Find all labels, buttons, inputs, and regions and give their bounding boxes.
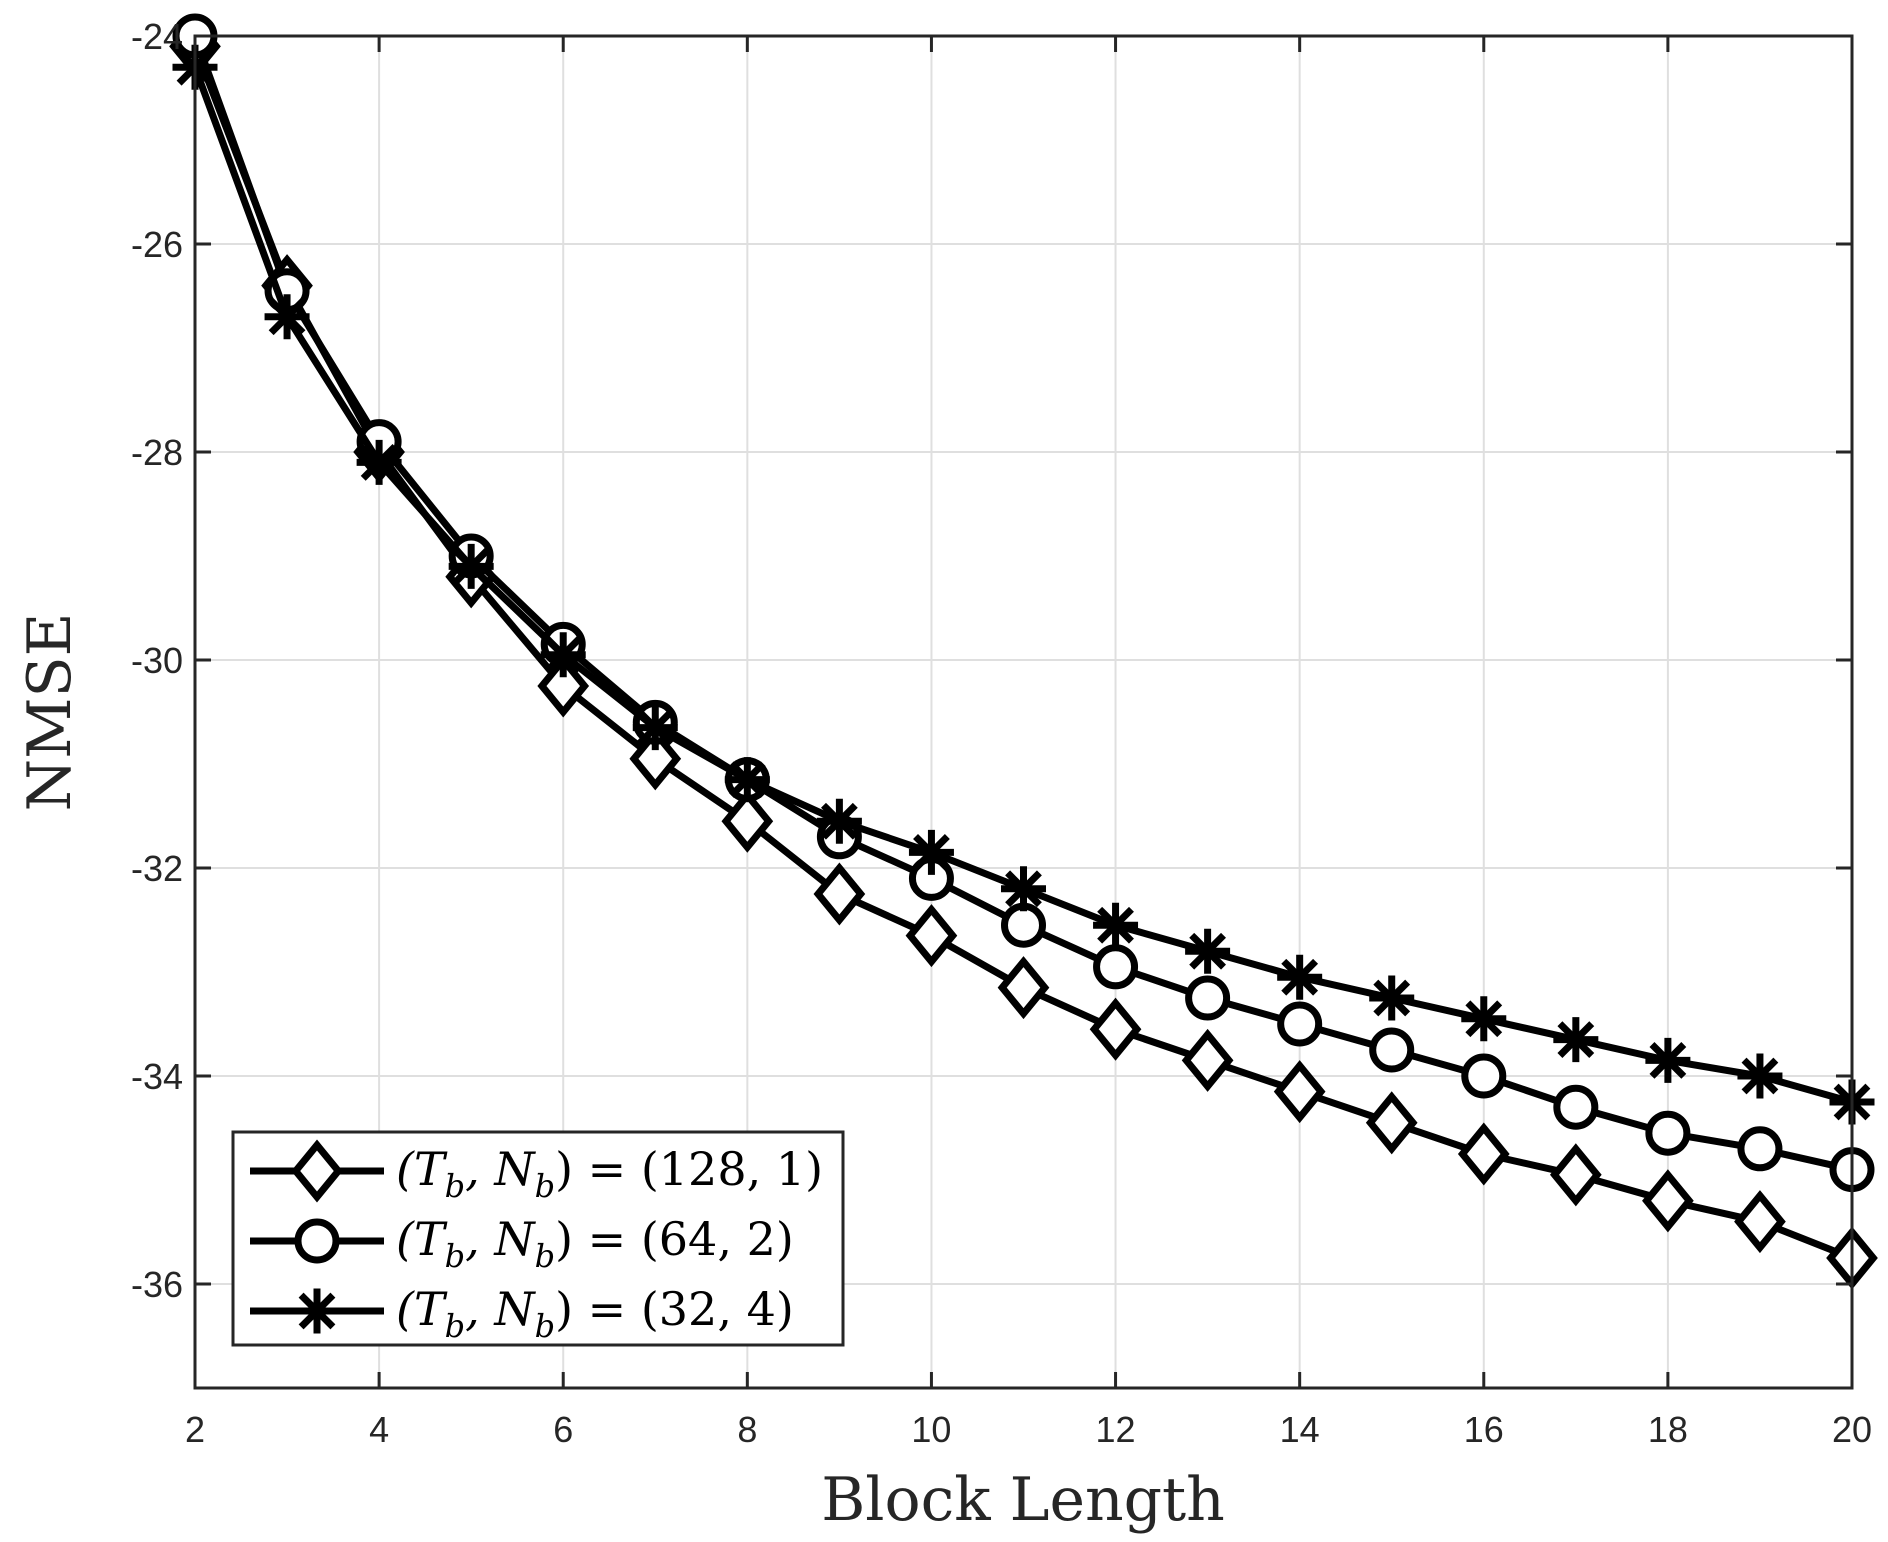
data-point-asterisk [724,757,770,803]
data-point-asterisk [816,798,862,844]
data-point-asterisk [448,543,494,589]
legend-entry-3: (Tb, Nb) = (32, 4) [396,1282,794,1345]
x-tick-label: 10 [911,1409,951,1450]
plot-frame [193,34,1854,1390]
data-point-circle [1553,1084,1599,1130]
data-point-circle [1277,1001,1323,1047]
y-tick-label: -24 [131,16,183,57]
legend-sample-3 [250,1288,384,1334]
data-point-asterisk [1553,1017,1599,1063]
x-tick-label: 14 [1280,1409,1320,1450]
data-point-diamond [997,956,1050,1020]
data-point-diamond [813,862,866,926]
data-point-asterisk [632,705,678,751]
y-tick-label: -32 [131,848,183,889]
legend-samples [250,1139,384,1334]
data-point-diamond [629,727,682,791]
data-point-circle [1185,975,1231,1021]
data-point-asterisk [1093,902,1139,948]
x-tick-label: 4 [369,1409,389,1450]
data-point-diamond [1273,1060,1326,1124]
x-tick-label: 2 [185,1409,205,1450]
data-point-asterisk [1001,866,1046,912]
data-point-circle [1001,902,1046,948]
data-point-diamond [1457,1122,1510,1186]
tick-labels: 2 4 6 8 10 12 14 16 18 20 -24 -26 -28 -30 -32 -34 -36 [131,16,1872,1450]
data-point-circle [1737,1126,1783,1172]
data-point-asterisk [1737,1053,1783,1099]
x-tick-label: 16 [1464,1409,1504,1450]
data-point-diamond [1365,1091,1418,1155]
legend-entry-1: (Tb, Nb) = (128, 1) [396,1142,823,1205]
x-tick-label: 20 [1832,1409,1872,1450]
data-point-diamond [537,654,590,718]
data-point-diamond [1089,997,1142,1061]
data-point-asterisk [908,829,954,875]
data-point-circle [1093,944,1139,990]
series-3 [172,44,1875,1125]
data-point-asterisk [1277,954,1323,1000]
data-point-diamond [1181,1028,1234,1092]
legend-marker-diamond [291,1139,343,1203]
y-tick-label: -30 [131,640,183,681]
data-point-circle [1369,1027,1415,1073]
x-tick-label: 12 [1096,1409,1136,1450]
x-axis-title: Block Length [821,1465,1225,1535]
data-point-diamond [905,904,958,968]
y-tick-label: -26 [131,224,183,265]
data-point-diamond [1734,1190,1786,1254]
legend: (Tb, Nb) = (128, 1) (Tb, Nb) = (64, 2) (… [231,1130,845,1347]
y-tick-label: -28 [131,432,183,473]
data-point-asterisk [1645,1037,1691,1083]
legend-marker-circle [294,1218,340,1264]
data-point-asterisk [540,632,586,678]
legend-marker-asterisk [294,1288,340,1334]
y-tick-label: -34 [131,1056,183,1097]
data-point-circle [1645,1110,1691,1156]
legend-sample-1 [250,1139,384,1203]
data-point-diamond [721,789,774,853]
data-point-circle [1461,1053,1507,1099]
legend-entry-2: (Tb, Nb) = (64, 2) [396,1212,794,1275]
data-point-diamond [1642,1169,1694,1233]
x-tick-label: 18 [1648,1409,1688,1450]
data-point-diamond [1549,1143,1602,1207]
series-layer [169,13,1878,1290]
ticks [193,34,1854,1388]
data-point-asterisk [1461,996,1507,1042]
data-point-asterisk [1185,928,1231,974]
y-axis-title: NMSE [15,613,85,812]
data-point-asterisk [264,294,310,340]
y-tick-label: -36 [131,1264,183,1305]
x-tick-label: 8 [737,1409,757,1450]
data-point-asterisk [1369,975,1415,1021]
legend-sample-2 [250,1218,384,1264]
x-tick-label: 6 [553,1409,573,1450]
data-point-asterisk [356,439,402,485]
